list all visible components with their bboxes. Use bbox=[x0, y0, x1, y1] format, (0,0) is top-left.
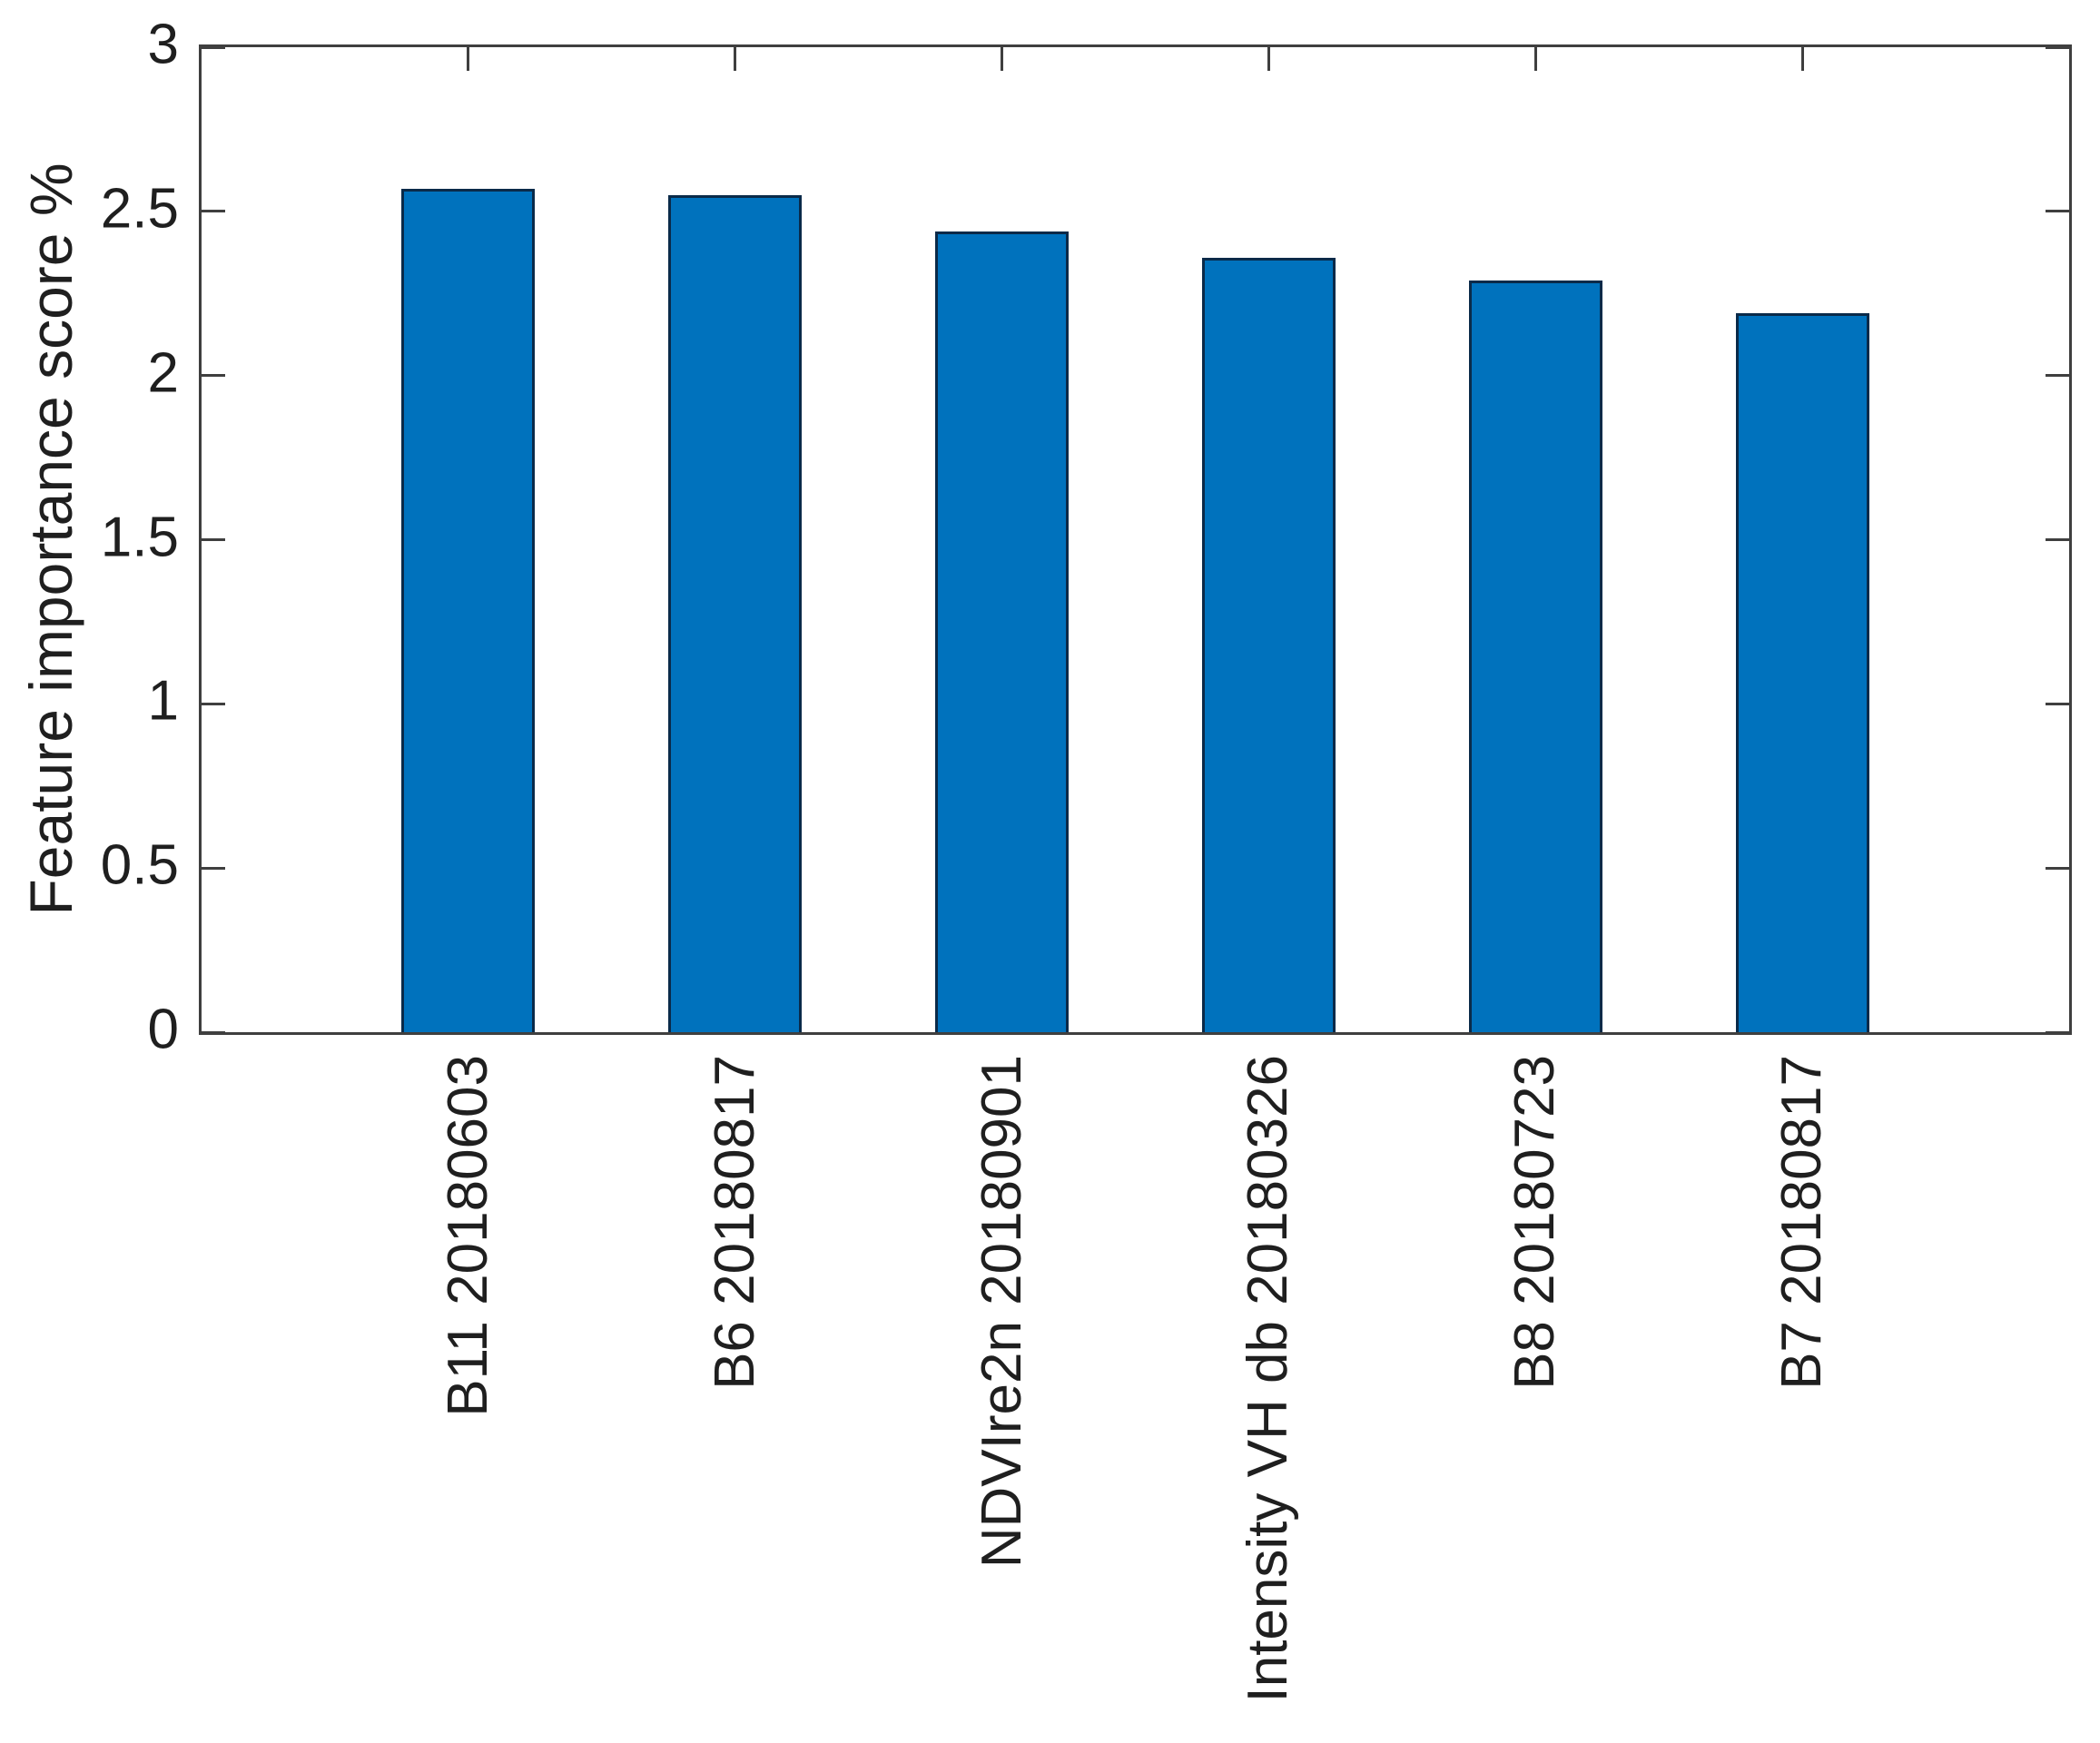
x-category-label: B6 20180817 bbox=[703, 1055, 766, 1390]
x-tick-mark-top bbox=[467, 47, 470, 71]
x-category-label: B8 20180723 bbox=[1504, 1055, 1567, 1390]
y-tick-label: 1.5 bbox=[100, 506, 179, 569]
y-tick-mark-right bbox=[2046, 702, 2069, 705]
x-tick-mark-top bbox=[1001, 47, 1004, 71]
y-tick-mark bbox=[202, 45, 225, 49]
bar bbox=[668, 194, 803, 1032]
x-tick-mark-top bbox=[734, 47, 737, 71]
y-tick-label: 3 bbox=[147, 13, 179, 76]
bar bbox=[1735, 313, 1869, 1032]
y-axis-label: Feature importance score % bbox=[17, 162, 84, 916]
bar bbox=[1468, 280, 1602, 1032]
y-tick-mark-right bbox=[2046, 538, 2069, 541]
y-tick-mark-right bbox=[2046, 45, 2069, 49]
y-tick-mark bbox=[202, 210, 225, 213]
y-tick-mark bbox=[202, 538, 225, 541]
y-tick-mark-right bbox=[2046, 374, 2069, 378]
x-category-label: Intensity VH db 20180326 bbox=[1237, 1055, 1300, 1703]
y-tick-label: 0 bbox=[147, 998, 179, 1061]
bar bbox=[935, 231, 1070, 1032]
y-tick-mark bbox=[202, 866, 225, 870]
y-tick-label: 0.5 bbox=[100, 833, 179, 897]
y-tick-mark-right bbox=[2046, 1030, 2069, 1034]
x-category-label: B11 20180603 bbox=[436, 1055, 499, 1417]
y-tick-label: 2.5 bbox=[100, 177, 179, 241]
y-tick-label: 2 bbox=[147, 341, 179, 405]
x-tick-mark-top bbox=[1800, 47, 1804, 71]
bar bbox=[1201, 257, 1336, 1032]
x-tick-mark-top bbox=[1533, 47, 1537, 71]
y-tick-mark bbox=[202, 374, 225, 378]
bar bbox=[401, 188, 536, 1032]
y-tick-mark bbox=[202, 702, 225, 705]
x-category-label: B7 20180817 bbox=[1770, 1055, 1834, 1390]
x-category-label: NDVIre2n 20180901 bbox=[970, 1055, 1033, 1569]
x-tick-mark-top bbox=[1267, 47, 1270, 71]
plot-area bbox=[199, 44, 2072, 1035]
y-tick-mark-right bbox=[2046, 210, 2069, 213]
y-tick-label: 1 bbox=[147, 669, 179, 733]
y-tick-mark bbox=[202, 1030, 225, 1034]
y-tick-mark-right bbox=[2046, 866, 2069, 870]
